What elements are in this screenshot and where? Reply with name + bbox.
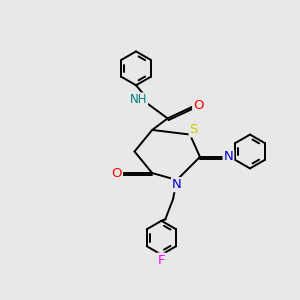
Text: S: S [190,123,198,136]
Text: N: N [224,150,233,164]
Text: O: O [112,167,122,180]
Text: N: N [172,178,182,191]
Text: NH: NH [130,93,147,106]
Text: O: O [193,99,204,112]
Text: F: F [158,254,165,267]
